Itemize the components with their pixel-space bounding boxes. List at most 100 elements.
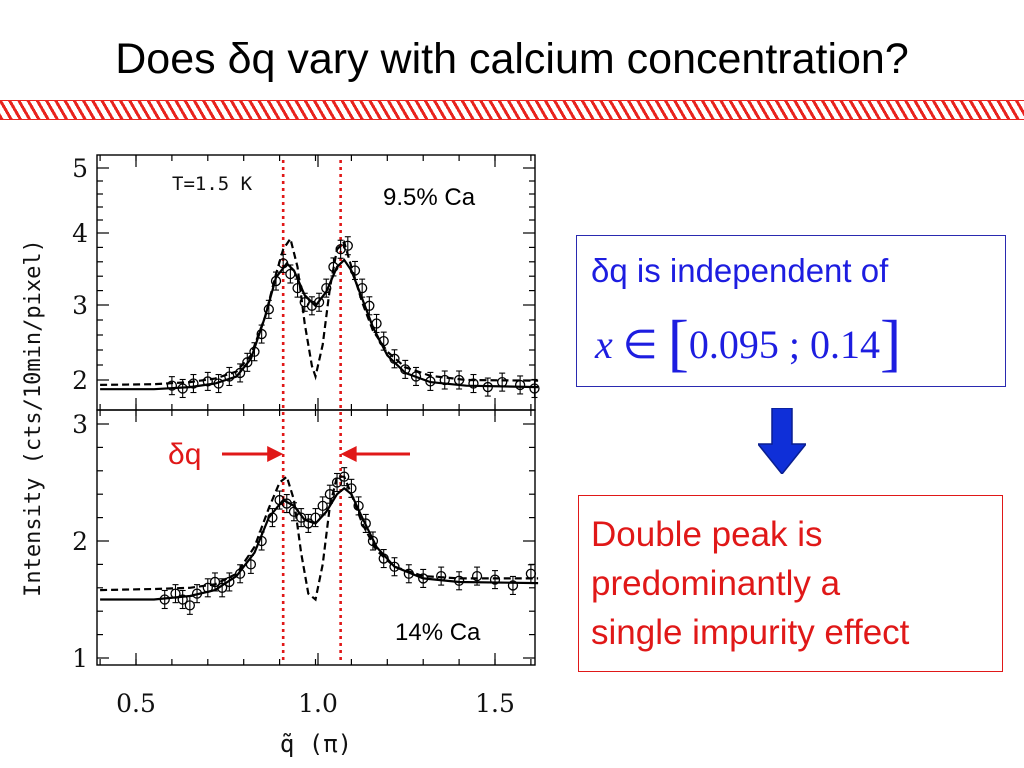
data-point <box>410 371 422 382</box>
data-point <box>224 371 235 382</box>
data-point <box>188 378 199 389</box>
data-point <box>339 471 350 482</box>
data-point <box>177 383 188 394</box>
data-point <box>453 575 465 586</box>
data-point <box>367 535 379 547</box>
conclusion-box: Double peak is predominantly a single im… <box>578 495 1003 672</box>
right-arrow-head <box>340 446 357 462</box>
fit-curve-solid-panel-1 <box>100 258 539 391</box>
y-axis-title: Intensity (cts/10min/pixel) <box>21 239 46 597</box>
bracket-close: ] <box>880 307 902 378</box>
y-tick-label: 4 <box>72 219 88 248</box>
x-axis-title: q̃ (π) <box>280 730 352 758</box>
data-point <box>191 588 203 599</box>
data-point <box>202 376 213 387</box>
data-point <box>270 275 282 287</box>
data-point <box>303 518 314 529</box>
delta-q-label: δq <box>168 438 201 471</box>
y-tick-label: 2 <box>72 366 88 395</box>
data-point <box>328 261 339 273</box>
data-point <box>400 364 411 375</box>
fit-curve-solid-panel-2 <box>100 486 539 601</box>
data-point <box>285 268 296 280</box>
y-tick-label: 3 <box>72 410 88 439</box>
data-point <box>525 568 537 579</box>
data-point <box>453 374 465 386</box>
data-point <box>471 570 483 582</box>
data-point <box>317 500 328 512</box>
delta-q-markers <box>222 160 410 660</box>
data-point <box>389 353 400 364</box>
data-point <box>170 588 181 599</box>
data-point <box>234 367 246 379</box>
data-point <box>267 512 278 523</box>
y-tick-label: 2 <box>72 527 88 556</box>
data-point <box>357 282 368 294</box>
range-values: 0.095 ; 0.14 <box>688 322 881 367</box>
data-point <box>209 576 221 588</box>
data-point <box>403 568 414 579</box>
temperature-annotation: T=1.5 K <box>172 173 253 195</box>
data-point <box>281 498 292 509</box>
data-point <box>360 518 371 529</box>
data-point <box>331 477 343 488</box>
conclusion-text: Double peak is predominantly a single im… <box>591 515 910 652</box>
y-tick-label: 1 <box>72 644 88 673</box>
data-point <box>418 573 429 584</box>
data-point <box>364 300 375 311</box>
data-point <box>234 568 246 579</box>
data-point <box>263 304 274 315</box>
data-point <box>166 380 178 391</box>
data-point <box>439 374 450 386</box>
x-tick-label: 1.5 <box>475 689 515 718</box>
data-point <box>482 381 493 393</box>
data-point <box>159 594 170 605</box>
data-point <box>249 346 260 357</box>
data-points <box>159 236 540 615</box>
bracket-open: [ <box>667 307 689 378</box>
data-point <box>313 297 325 308</box>
data-point <box>310 512 321 523</box>
data-point <box>217 582 228 593</box>
data-point <box>371 318 382 329</box>
panel-label-1: 9.5% Ca <box>383 184 476 211</box>
data-point <box>346 483 357 494</box>
data-point <box>177 594 188 605</box>
data-point <box>514 379 526 391</box>
data-point <box>213 378 224 389</box>
y-tick-label: 5 <box>72 154 88 183</box>
data-point <box>242 357 253 368</box>
data-point <box>497 376 508 388</box>
concentration-range: x ∈ [0.095 ; 0.14] <box>595 306 901 380</box>
data-point <box>256 535 267 547</box>
independence-statement: δq is independent of <box>591 252 889 289</box>
down-arrow-icon <box>758 408 806 474</box>
data-point <box>468 378 479 389</box>
panel-label-2: 14% Ca <box>395 619 481 646</box>
data-point <box>292 282 303 294</box>
data-point <box>435 570 447 582</box>
data-point <box>378 553 389 564</box>
data-point <box>507 580 519 591</box>
data-point <box>295 512 307 523</box>
data-point <box>321 282 332 294</box>
data-point <box>245 559 257 570</box>
data-point <box>489 574 501 585</box>
data-point <box>288 506 300 517</box>
data-point <box>202 582 213 593</box>
y-tick-label: 3 <box>72 291 88 320</box>
data-point <box>349 265 361 276</box>
chart-labels: 2 3 4 5 9.5% Ca T=1.5 K 1 2 3 14% Ca 0.5 1.0 1.5 Inte… <box>21 154 515 758</box>
independence-box: δq is independent of x ∈ [0.095 ; 0.14] <box>576 235 1006 387</box>
left-arrow-head <box>267 446 284 462</box>
data-point <box>224 576 235 588</box>
data-point <box>389 561 400 572</box>
data-point <box>425 376 436 387</box>
data-point <box>184 600 196 611</box>
fit-curve-dashed-panel-2 <box>100 474 539 602</box>
plot-frames <box>96 154 536 666</box>
x-tick-label: 0.5 <box>116 689 156 718</box>
data-point <box>324 489 336 500</box>
element-of-symbol: ∈ <box>622 322 658 367</box>
